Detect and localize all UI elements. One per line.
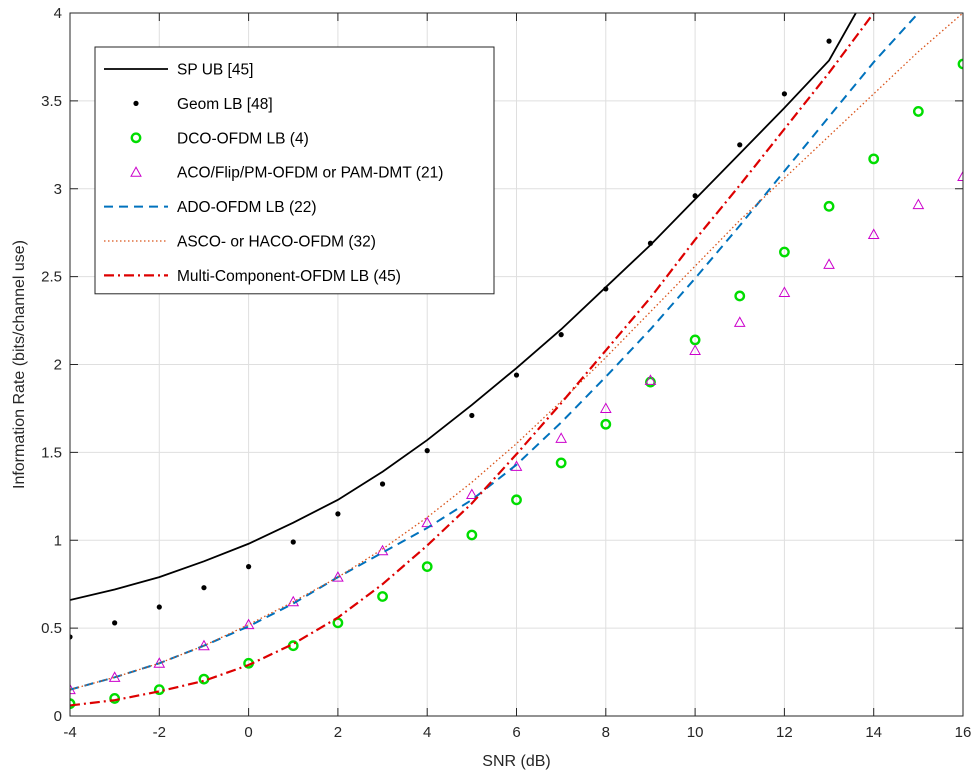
y-tick-label: 0.5 xyxy=(41,620,62,637)
data-point xyxy=(424,448,430,454)
data-point xyxy=(779,246,790,258)
data-point xyxy=(737,142,743,148)
data-point xyxy=(867,228,880,239)
data-point xyxy=(335,511,341,517)
legend-label: DCO-OFDM LB (4) xyxy=(177,130,309,147)
data-point xyxy=(600,418,612,430)
y-tick-label: 0 xyxy=(54,708,62,725)
y-tick-label: 4 xyxy=(54,5,62,22)
data-point xyxy=(332,571,344,582)
axis-ticks: -4 -2 0 2 4 6 8 10 12 14 16 0 0.5 1 1.5 2 2.5 3 3.5 4 xyxy=(41,5,971,741)
legend-swatch xyxy=(130,166,142,177)
data-point xyxy=(826,38,832,44)
x-tick-label: -4 xyxy=(63,724,76,741)
data-point xyxy=(513,372,520,378)
series-line xyxy=(70,13,875,707)
data-point xyxy=(377,591,388,602)
data-point xyxy=(778,286,791,297)
data-point xyxy=(734,290,746,302)
x-tick-label: 6 xyxy=(512,724,520,741)
data-point xyxy=(689,334,701,346)
data-point xyxy=(379,481,386,487)
x-tick-label: 10 xyxy=(687,724,704,741)
data-point xyxy=(689,344,701,355)
legend-label: SP UB [45] xyxy=(177,62,253,79)
series-4 xyxy=(70,13,920,691)
x-axis-label: SNR (dB) xyxy=(482,753,550,770)
data-point xyxy=(558,332,564,338)
series-layer xyxy=(70,13,963,710)
data-point xyxy=(823,258,835,269)
y-tick-label: 1.5 xyxy=(41,444,62,461)
y-tick-label: 1 xyxy=(54,532,62,549)
x-tick-label: 0 xyxy=(244,724,252,741)
legend-label: ASCO- or HACO-OFDM (32) xyxy=(177,234,376,251)
data-point xyxy=(957,170,963,181)
data-point xyxy=(421,516,434,528)
y-tick-label: 2 xyxy=(54,357,62,374)
data-point xyxy=(692,193,698,199)
data-point xyxy=(647,240,654,246)
legend-box xyxy=(94,46,495,295)
data-point xyxy=(112,620,118,626)
data-point xyxy=(868,153,880,165)
data-point xyxy=(290,539,296,545)
y-tick-label: 3 xyxy=(54,181,62,198)
x-tick-label: -2 xyxy=(153,724,166,741)
data-point xyxy=(466,488,478,500)
data-point xyxy=(70,634,73,640)
data-point xyxy=(421,561,433,573)
data-point xyxy=(511,494,522,506)
data-point xyxy=(555,457,567,469)
data-point xyxy=(912,106,924,117)
data-point xyxy=(599,402,612,413)
series-5 xyxy=(70,13,963,691)
data-point xyxy=(733,316,746,327)
series-6 xyxy=(70,13,875,707)
series-line xyxy=(70,13,857,601)
x-tick-label: 14 xyxy=(865,724,882,741)
y-axis-label: Information Rate (bits/channel use) xyxy=(11,240,28,489)
legend: SP UB [45] Geom LB [48] DCO-OFDM LB (4) ACO… xyxy=(94,46,495,295)
series-3 xyxy=(70,170,963,695)
data-point xyxy=(201,585,207,591)
y-tick-label: 2.5 xyxy=(41,269,62,286)
data-point xyxy=(246,564,252,570)
data-point xyxy=(603,286,609,292)
data-point xyxy=(555,432,567,443)
data-point xyxy=(781,91,788,97)
x-tick-label: 16 xyxy=(955,724,972,741)
legend-label: ACO/Flip/PM-OFDM or PAM-DMT (21) xyxy=(177,165,443,182)
x-tick-label: 4 xyxy=(423,724,431,741)
data-point xyxy=(912,198,925,210)
x-tick-label: 12 xyxy=(776,724,793,741)
data-point xyxy=(466,529,478,541)
legend-label: Geom LB [48] xyxy=(177,96,273,113)
legend-label: ADO-OFDM LB (22) xyxy=(177,199,317,216)
legend-label: Multi-Component-OFDM LB (45) xyxy=(177,268,401,285)
data-point xyxy=(469,412,475,419)
x-tick-label: 8 xyxy=(602,724,610,741)
series-1 xyxy=(70,38,832,640)
x-tick-label: 2 xyxy=(334,724,342,741)
data-point xyxy=(156,604,162,610)
data-point xyxy=(823,200,835,212)
legend-swatch xyxy=(130,132,142,144)
y-tick-label: 3.5 xyxy=(41,93,62,110)
series-line xyxy=(70,13,963,691)
data-point xyxy=(644,374,657,385)
data-point xyxy=(242,618,255,630)
legend-swatch xyxy=(133,100,139,106)
series-0 xyxy=(70,13,857,601)
series-line xyxy=(70,13,920,691)
